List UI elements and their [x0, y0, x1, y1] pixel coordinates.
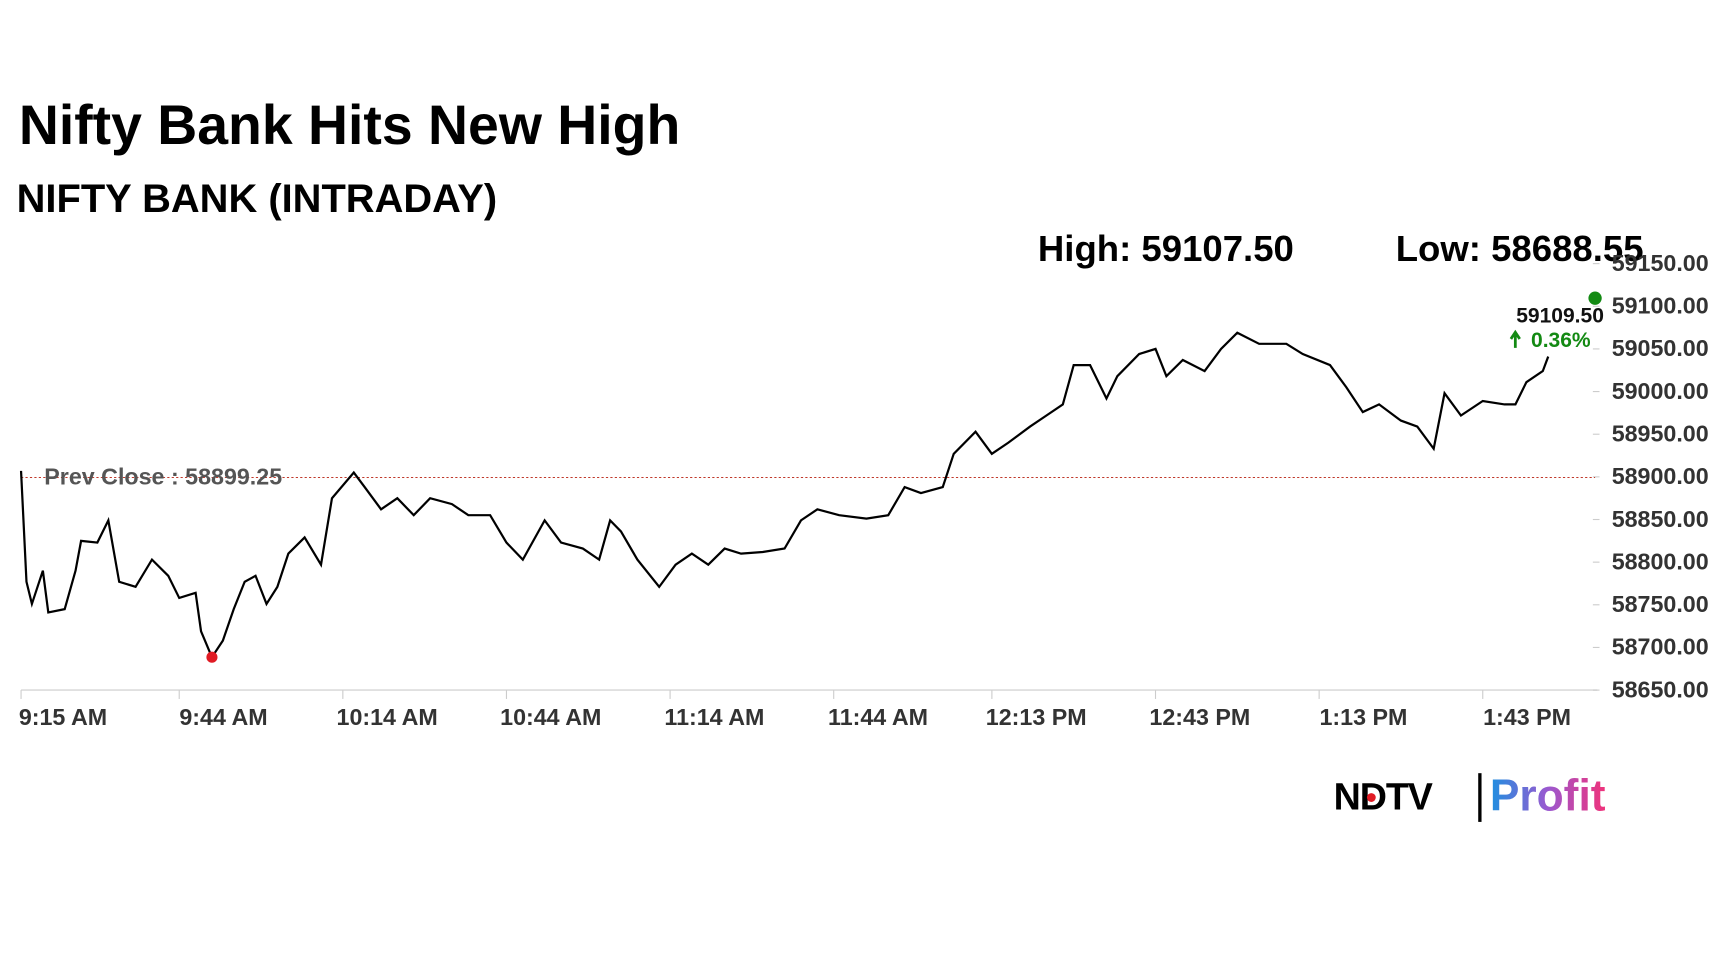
x-tick-label: 11:44 AM [828, 704, 928, 730]
x-tick-label: 10:44 AM [500, 704, 601, 730]
low-label: Low: 58688.55 [1396, 228, 1644, 269]
chart-title: Nifty Bank Hits New High [19, 94, 680, 156]
brand-dot [1366, 793, 1376, 802]
low-marker [206, 651, 218, 663]
x-tick-label: 11:14 AM [664, 704, 764, 730]
x-tick-label: 1:43 PM [1483, 704, 1571, 730]
x-tick-label: 10:14 AM [337, 704, 438, 730]
prev-close-label: Prev Close : 58899.25 [44, 464, 282, 490]
chart-subtitle: NIFTY BANK (INTRADAY) [17, 177, 498, 221]
up-arrow [1509, 329, 1521, 348]
y-tick-label: 58650.00 [1612, 676, 1709, 702]
brand-ndtv: NDTV [1334, 776, 1433, 818]
x-tick-label: 9:15 AM [19, 704, 107, 730]
y-tick-label: 59050.00 [1612, 335, 1709, 361]
y-tick-label: 58900.00 [1612, 463, 1709, 489]
y-tick-label: 58800.00 [1612, 548, 1709, 574]
last-price: 59109.50 [1516, 305, 1604, 328]
last-change: 0.36% [1531, 329, 1591, 352]
y-tick-label: 59100.00 [1612, 293, 1709, 319]
y-tick-label: 58750.00 [1612, 591, 1709, 617]
y-tick-label: 59150.00 [1612, 250, 1709, 276]
x-tick-label: 9:44 AM [179, 704, 267, 730]
y-tick-label: 59000.00 [1612, 378, 1709, 404]
y-tick-label: 58950.00 [1612, 420, 1709, 446]
plot-area: 58650.00 58700.00 58750.00 58800.00 58850.00… [19, 250, 1709, 730]
high-label: High: 59107.50 [1038, 228, 1294, 269]
last-marker [1588, 291, 1602, 305]
y-tick-label: 58850.00 [1612, 506, 1709, 532]
x-tick-label: 1:13 PM [1320, 704, 1408, 730]
x-tick-label: 12:13 PM [986, 704, 1087, 730]
y-tick-label: 58700.00 [1612, 634, 1709, 660]
brand-profit: Profit [1490, 771, 1606, 820]
x-tick-label: 12:43 PM [1149, 704, 1250, 730]
price-line [19, 331, 1550, 660]
